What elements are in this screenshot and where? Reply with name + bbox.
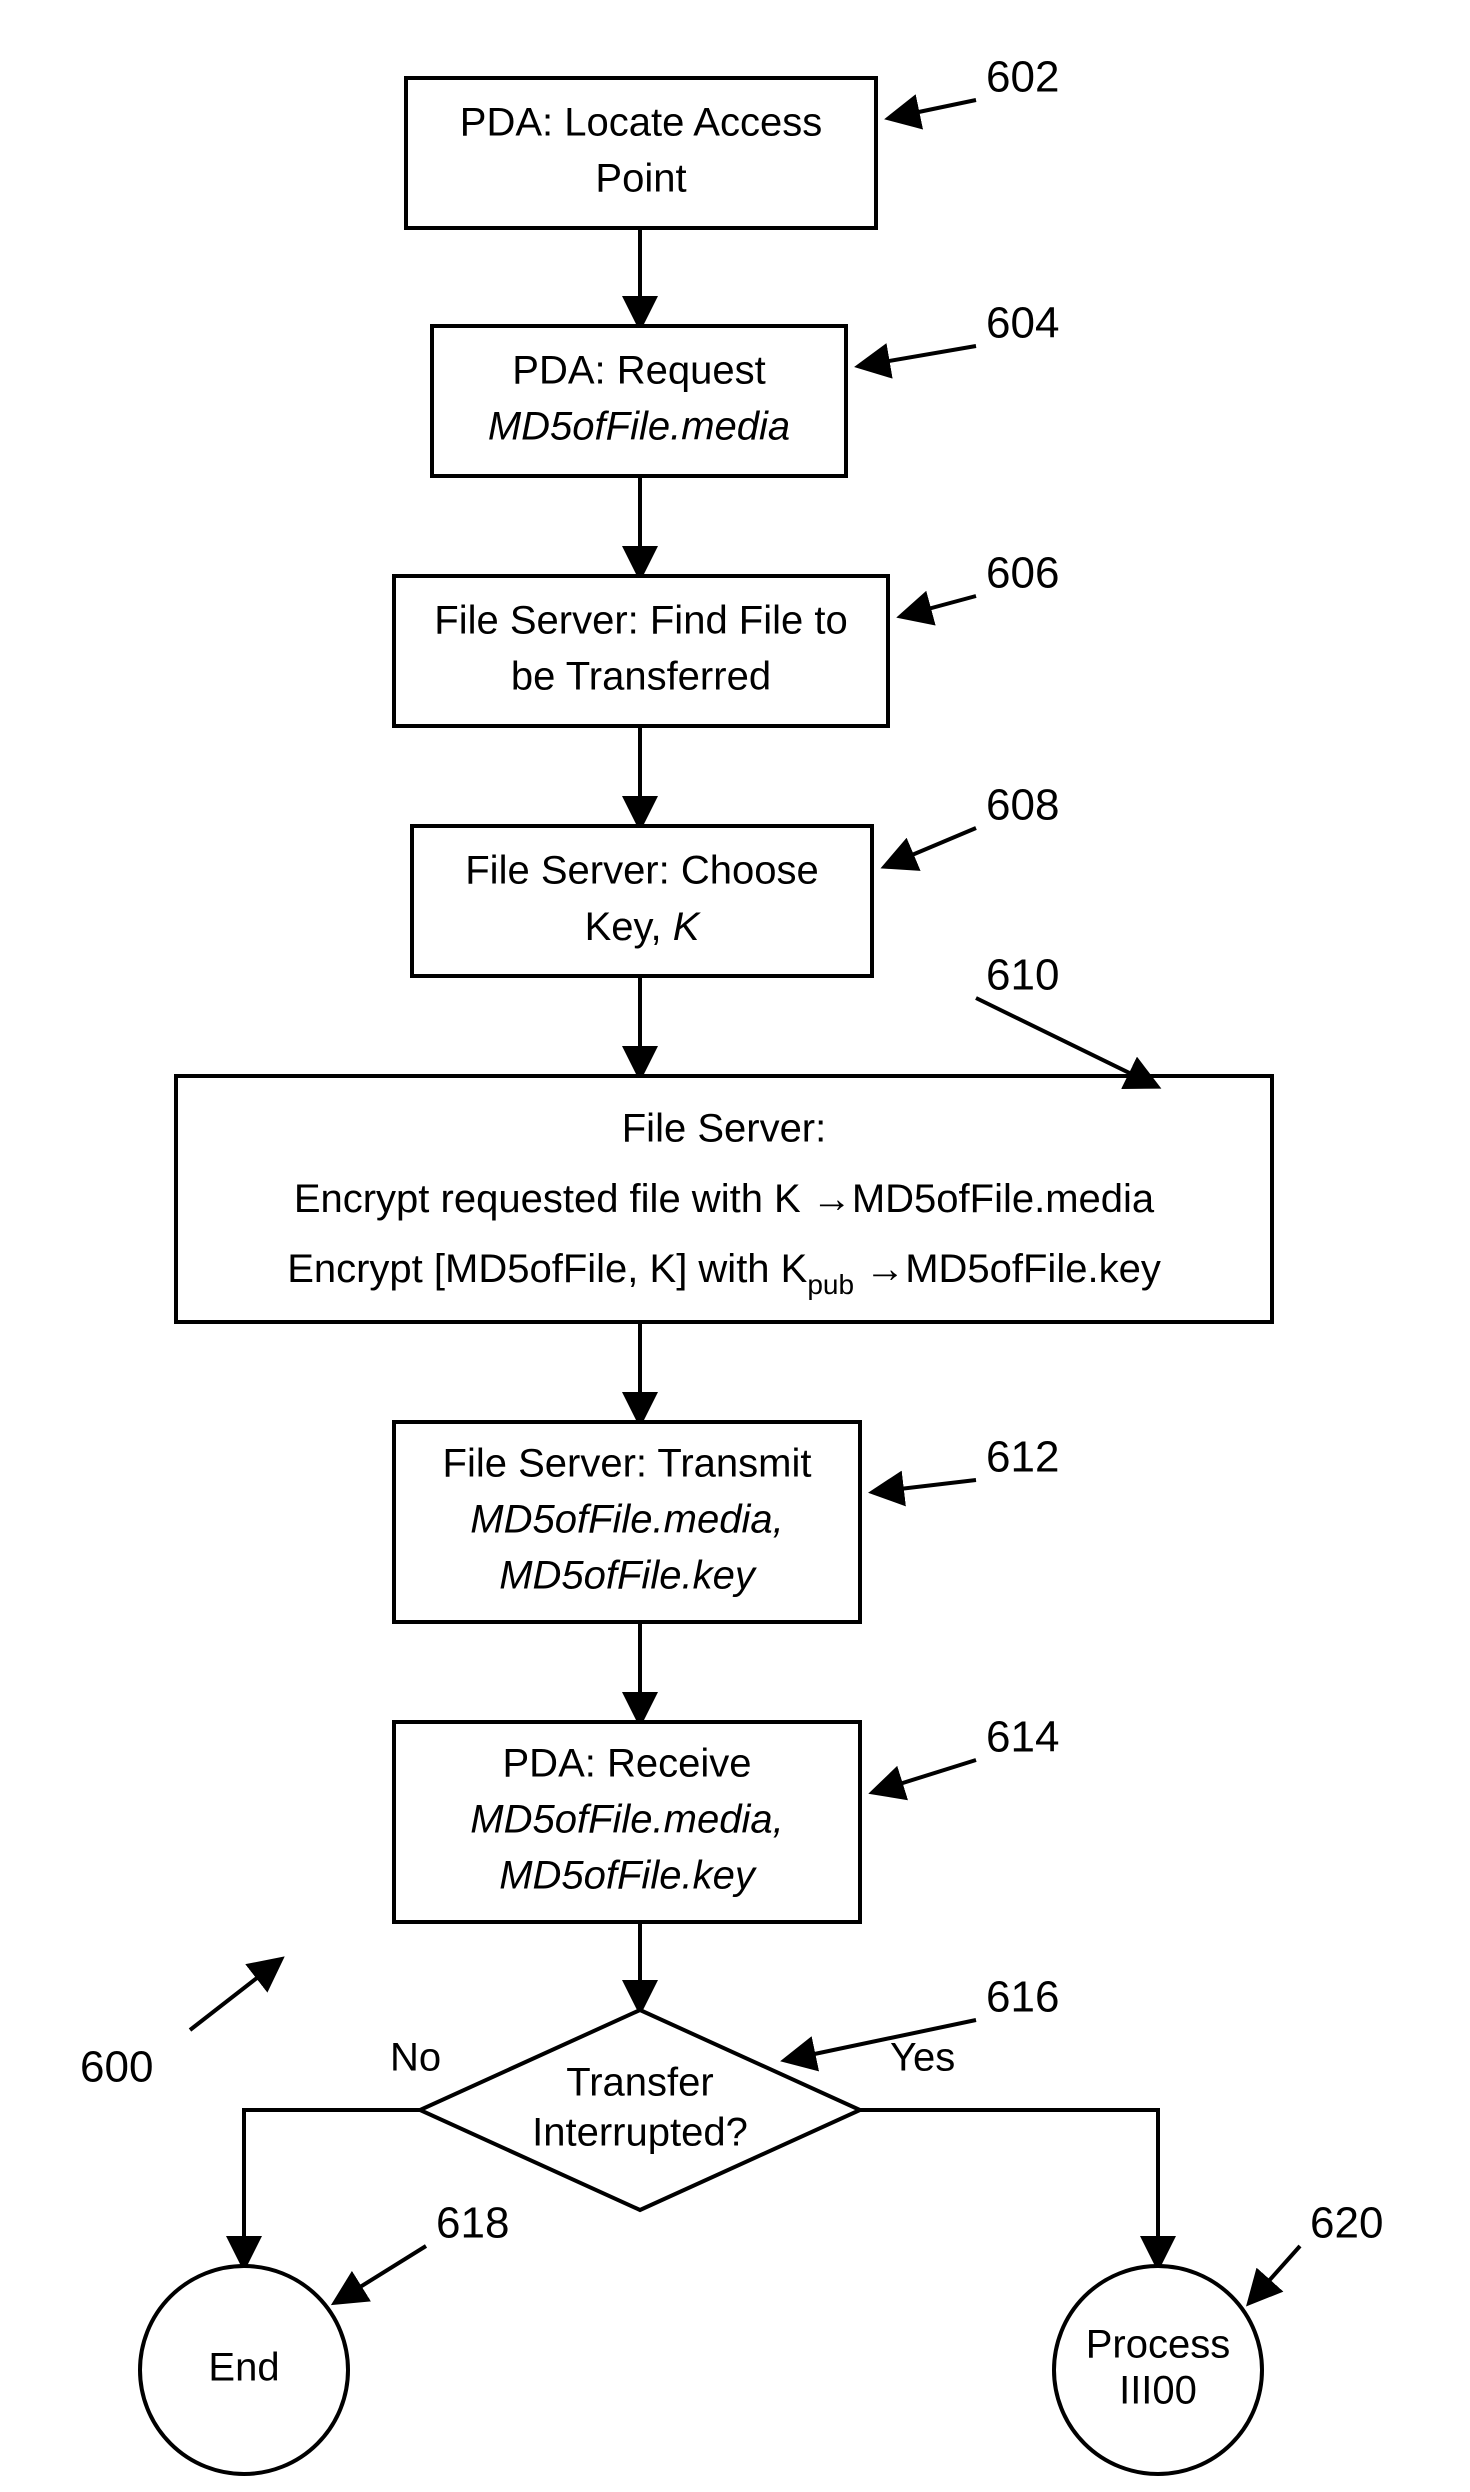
ref-620: 620 (1310, 2199, 1383, 2248)
callout-608 (886, 828, 976, 866)
svg-text:MD5ofFile.media,: MD5ofFile.media, (470, 1798, 783, 1842)
svg-text:End: End (208, 2346, 279, 2390)
ref-614: 614 (986, 1713, 1059, 1762)
callout-618 (336, 2246, 426, 2302)
ref-618: 618 (436, 2199, 509, 2248)
edge (244, 2110, 420, 2266)
callout-604 (860, 346, 976, 366)
svg-text:Point: Point (595, 157, 686, 201)
ref-616: 616 (986, 1973, 1059, 2022)
ref-606: 606 (986, 549, 1059, 598)
svg-text:III00: III00 (1119, 2369, 1197, 2413)
flowchart-diagram: PDA: Locate Access Point 602 PDA: Request MD… (0, 0, 1470, 2492)
callout-606 (902, 596, 976, 616)
figure-label: 600 (80, 2043, 153, 2092)
svg-text:Process: Process (1086, 2323, 1231, 2367)
ref-612: 612 (986, 1433, 1059, 1482)
edge (860, 2110, 1158, 2266)
ref-608: 608 (986, 781, 1059, 830)
svg-text:Key, K: Key, K (585, 905, 702, 949)
svg-text:PDA: Request: PDA: Request (512, 349, 765, 393)
svg-text:Yes: Yes (890, 2036, 955, 2080)
svg-text:PDA: Locate Access: PDA: Locate Access (460, 101, 822, 145)
callout-612 (874, 1480, 976, 1492)
ref-604: 604 (986, 299, 1059, 348)
svg-text:MD5ofFile.media,: MD5ofFile.media, (470, 1498, 783, 1542)
svg-text:MD5ofFile.key: MD5ofFile.key (499, 1854, 758, 1898)
callout-614 (874, 1760, 976, 1792)
svg-text:File Server: Transmit: File Server: Transmit (443, 1442, 812, 1486)
ref-610: 610 (986, 951, 1059, 1000)
svg-text:PDA: Receive: PDA: Receive (503, 1742, 752, 1786)
svg-text:File Server: Find File to: File Server: Find File to (434, 599, 847, 643)
svg-text:Transfer: Transfer (566, 2061, 713, 2105)
svg-text:File Server: Choose: File Server: Choose (465, 849, 818, 893)
callout-620 (1250, 2246, 1300, 2302)
callout-610 (976, 998, 1156, 1086)
svg-text:Interrupted?: Interrupted? (532, 2111, 748, 2155)
svg-text:Encrypt requested file with K: Encrypt requested file with K →MD5ofFile… (294, 1177, 1155, 1221)
svg-text:File Server:: File Server: (622, 1107, 827, 1151)
callout-602 (890, 100, 976, 118)
svg-text:MD5ofFile.media: MD5ofFile.media (488, 405, 790, 449)
svg-text:MD5ofFile.key: MD5ofFile.key (499, 1554, 758, 1598)
svg-text:No: No (390, 2036, 441, 2080)
ref-602: 602 (986, 53, 1059, 102)
svg-text:be Transferred: be Transferred (511, 655, 771, 699)
figure-callout (190, 1960, 280, 2030)
